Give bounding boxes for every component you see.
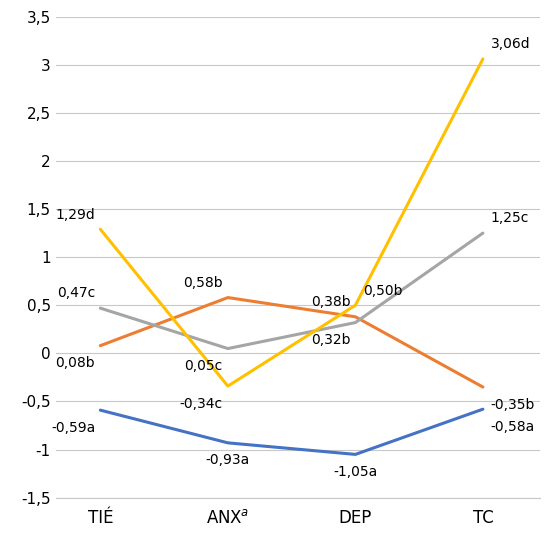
- Text: -0,59a: -0,59a: [51, 421, 95, 435]
- Text: 0,32b: 0,32b: [311, 333, 350, 347]
- Text: -0,35b: -0,35b: [491, 398, 535, 411]
- Text: 0,38b: 0,38b: [311, 295, 350, 309]
- Text: 0,50b: 0,50b: [363, 284, 403, 298]
- Text: -0,58a: -0,58a: [491, 420, 535, 434]
- Text: 0,08b: 0,08b: [56, 356, 95, 371]
- Text: 1,25c: 1,25c: [491, 211, 529, 226]
- Text: 0,05c: 0,05c: [184, 359, 223, 373]
- Text: 0,58b: 0,58b: [183, 276, 223, 290]
- Text: 1,29d: 1,29d: [56, 207, 95, 222]
- Text: -0,93a: -0,93a: [206, 453, 250, 467]
- Text: -1,05a: -1,05a: [333, 465, 378, 479]
- Text: 0,47c: 0,47c: [57, 286, 95, 300]
- Text: 3,06d: 3,06d: [491, 37, 530, 51]
- Text: -0,34c: -0,34c: [179, 397, 223, 411]
